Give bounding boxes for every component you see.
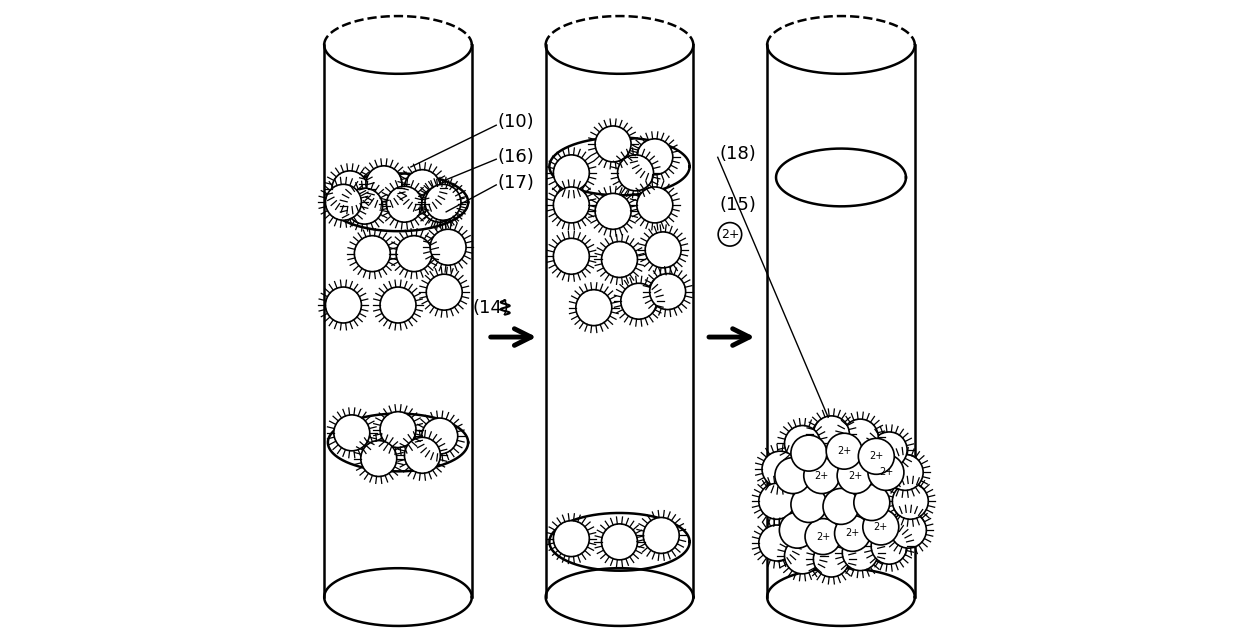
Ellipse shape	[325, 568, 472, 626]
Circle shape	[380, 412, 416, 447]
Polygon shape	[545, 45, 694, 597]
Circle shape	[595, 126, 631, 162]
Circle shape	[758, 483, 794, 519]
Circle shape	[554, 238, 590, 274]
Circle shape	[637, 139, 673, 175]
Text: 2+: 2+	[814, 471, 829, 481]
Circle shape	[332, 171, 368, 207]
Circle shape	[774, 458, 810, 494]
Circle shape	[333, 415, 369, 451]
Circle shape	[366, 166, 401, 202]
Circle shape	[854, 485, 890, 521]
Circle shape	[554, 521, 590, 557]
Circle shape	[361, 440, 396, 476]
Text: (14): (14)	[472, 299, 509, 317]
Circle shape	[887, 455, 923, 490]
Circle shape	[617, 155, 653, 191]
Ellipse shape	[545, 568, 694, 626]
Text: 2+: 2+	[870, 451, 883, 462]
Circle shape	[758, 525, 794, 561]
Text: (15): (15)	[719, 196, 756, 214]
Circle shape	[643, 517, 679, 553]
Circle shape	[862, 509, 898, 545]
Circle shape	[826, 433, 862, 469]
Circle shape	[823, 489, 859, 525]
Polygon shape	[325, 45, 472, 597]
Circle shape	[838, 458, 873, 494]
Text: (16): (16)	[498, 148, 534, 166]
Circle shape	[347, 188, 383, 224]
Circle shape	[892, 483, 928, 519]
Circle shape	[326, 287, 362, 323]
Circle shape	[426, 274, 462, 310]
Circle shape	[601, 241, 638, 277]
Circle shape	[554, 187, 590, 223]
Circle shape	[843, 419, 878, 455]
Circle shape	[404, 169, 440, 205]
Circle shape	[762, 451, 798, 487]
Circle shape	[425, 184, 461, 220]
Circle shape	[646, 232, 681, 268]
Text: (17): (17)	[498, 174, 534, 192]
Circle shape	[869, 455, 904, 490]
Circle shape	[779, 512, 815, 548]
Circle shape	[813, 541, 850, 577]
Circle shape	[601, 524, 638, 560]
Circle shape	[354, 236, 390, 272]
Text: 2+: 2+	[721, 228, 740, 241]
Circle shape	[621, 283, 657, 319]
Text: 2+: 2+	[847, 471, 862, 481]
Text: 2+: 2+	[817, 532, 830, 542]
Circle shape	[835, 516, 871, 551]
Circle shape	[576, 290, 612, 325]
Circle shape	[430, 229, 466, 265]
Circle shape	[805, 519, 841, 555]
Circle shape	[790, 435, 826, 471]
Text: 2+: 2+	[878, 467, 893, 478]
Circle shape	[790, 487, 826, 523]
Circle shape	[784, 426, 820, 462]
Circle shape	[649, 273, 685, 309]
Circle shape	[637, 187, 673, 223]
Circle shape	[813, 416, 850, 452]
Circle shape	[396, 236, 432, 272]
Text: 2+: 2+	[845, 528, 860, 539]
Text: 2+: 2+	[838, 446, 851, 456]
Ellipse shape	[767, 568, 914, 626]
Circle shape	[554, 155, 590, 191]
Text: (18): (18)	[719, 145, 756, 163]
Circle shape	[843, 535, 878, 571]
Circle shape	[421, 418, 457, 454]
Circle shape	[387, 186, 422, 222]
Text: 2+: 2+	[873, 522, 888, 532]
Circle shape	[891, 512, 927, 548]
Circle shape	[871, 528, 907, 564]
Circle shape	[421, 186, 457, 222]
Circle shape	[326, 184, 362, 220]
Circle shape	[859, 438, 895, 474]
Circle shape	[595, 193, 631, 229]
Circle shape	[871, 432, 907, 468]
Polygon shape	[767, 45, 914, 597]
Text: (10): (10)	[498, 113, 534, 131]
Circle shape	[404, 437, 440, 473]
Circle shape	[784, 538, 820, 574]
Circle shape	[804, 458, 840, 494]
Circle shape	[380, 287, 416, 323]
